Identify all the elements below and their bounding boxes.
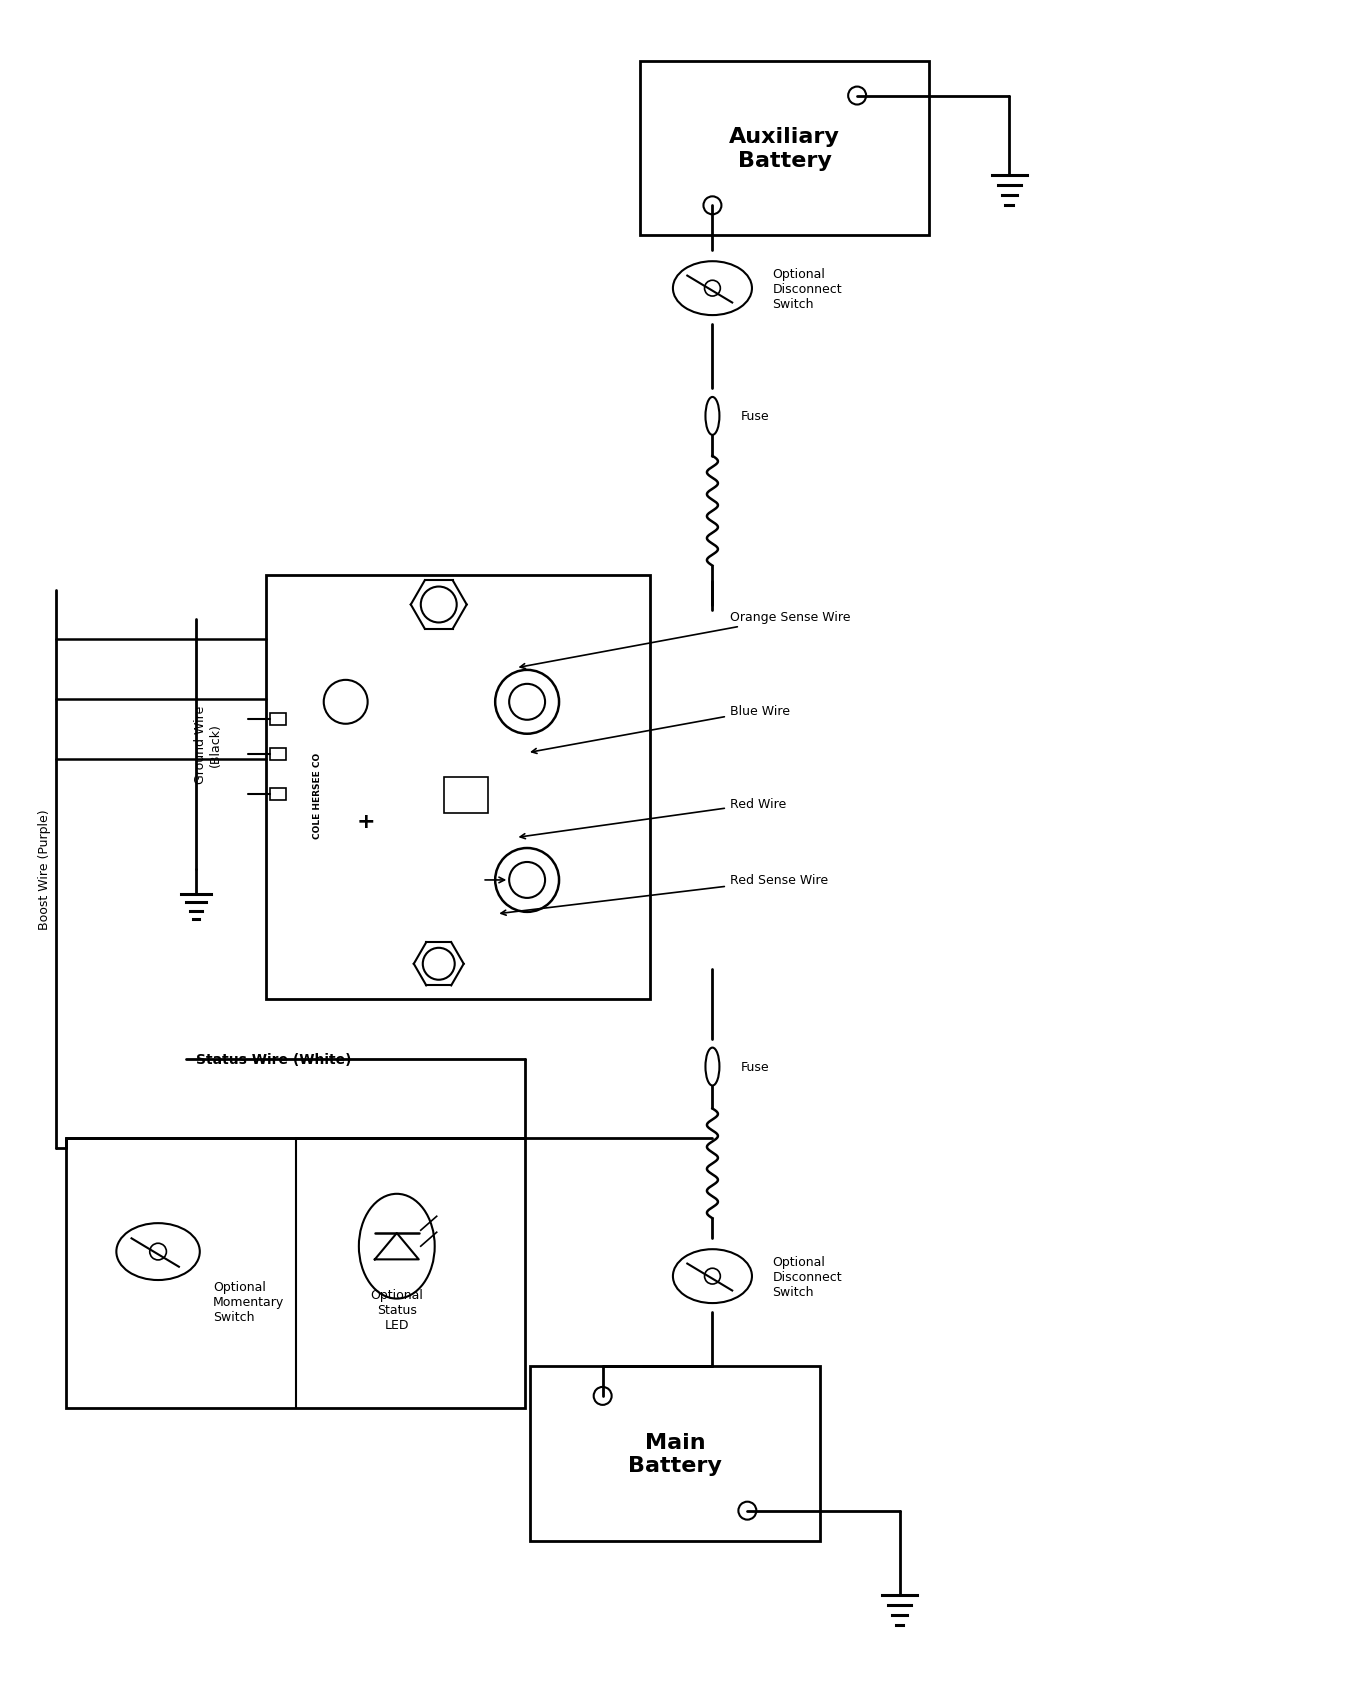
Bar — [270, 714, 285, 726]
Bar — [444, 777, 488, 813]
Text: Optional
Disconnect
Switch: Optional Disconnect Switch — [772, 1255, 841, 1298]
Circle shape — [510, 863, 545, 899]
Bar — [270, 788, 285, 800]
Text: Ground Wire
(Black): Ground Wire (Black) — [194, 706, 221, 784]
Circle shape — [324, 680, 367, 725]
Circle shape — [594, 1388, 612, 1405]
Bar — [67, 1139, 526, 1408]
Circle shape — [848, 87, 866, 106]
Text: +: + — [357, 812, 374, 830]
Ellipse shape — [673, 263, 751, 315]
Circle shape — [739, 1502, 757, 1519]
Text: Fuse: Fuse — [740, 411, 769, 423]
Text: Auxiliary
Battery: Auxiliary Battery — [729, 128, 840, 170]
Ellipse shape — [705, 1049, 720, 1086]
Circle shape — [703, 198, 721, 215]
Text: Orange Sense Wire: Orange Sense Wire — [520, 610, 851, 668]
Text: Status Wire (White): Status Wire (White) — [195, 1052, 351, 1066]
Bar — [266, 575, 650, 999]
Circle shape — [496, 670, 559, 735]
Text: Fuse: Fuse — [740, 1061, 769, 1074]
Text: Optional
Momentary
Switch: Optional Momentary Switch — [213, 1280, 284, 1323]
Text: Main
Battery: Main Battery — [628, 1432, 723, 1475]
Ellipse shape — [705, 397, 720, 435]
Bar — [270, 748, 285, 760]
Text: Red Wire: Red Wire — [520, 798, 787, 839]
Bar — [641, 61, 929, 235]
Ellipse shape — [359, 1194, 434, 1299]
Ellipse shape — [673, 1250, 751, 1303]
Circle shape — [496, 849, 559, 912]
Circle shape — [510, 684, 545, 720]
Ellipse shape — [116, 1224, 199, 1280]
Text: Optional
Status
LED: Optional Status LED — [370, 1289, 423, 1332]
Text: Blue Wire: Blue Wire — [531, 704, 790, 754]
Text: Optional
Disconnect
Switch: Optional Disconnect Switch — [772, 268, 841, 310]
Circle shape — [421, 587, 456, 622]
Text: COLE HERSEE CO: COLE HERSEE CO — [313, 752, 322, 839]
Bar — [530, 1366, 820, 1541]
Text: Boost Wire (Purple): Boost Wire (Purple) — [38, 810, 51, 929]
Circle shape — [423, 948, 455, 980]
Text: Red Sense Wire: Red Sense Wire — [501, 875, 828, 916]
